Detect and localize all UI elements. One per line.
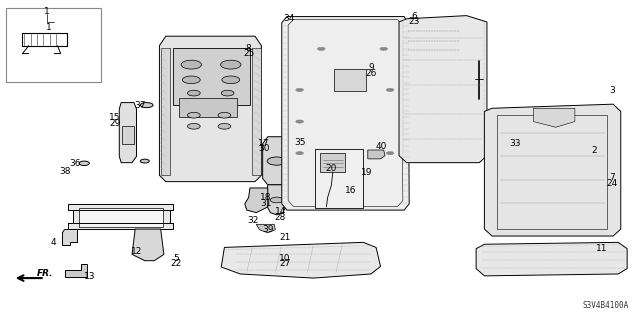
Ellipse shape xyxy=(218,123,231,129)
Ellipse shape xyxy=(270,197,283,203)
Text: 28: 28 xyxy=(275,212,286,222)
Polygon shape xyxy=(68,204,173,229)
Ellipse shape xyxy=(182,76,200,84)
Polygon shape xyxy=(476,242,627,276)
Ellipse shape xyxy=(387,152,394,155)
Polygon shape xyxy=(368,150,385,159)
Text: 11: 11 xyxy=(596,244,607,253)
Ellipse shape xyxy=(218,112,231,118)
Text: 37: 37 xyxy=(134,100,146,110)
Text: 1: 1 xyxy=(45,23,51,32)
Text: 8: 8 xyxy=(246,44,252,53)
Ellipse shape xyxy=(222,76,240,84)
Text: 1: 1 xyxy=(44,7,50,16)
Text: 25: 25 xyxy=(243,49,254,58)
Polygon shape xyxy=(266,185,287,215)
Polygon shape xyxy=(282,17,409,210)
Text: 6: 6 xyxy=(412,12,417,21)
Ellipse shape xyxy=(140,103,153,108)
Text: 12: 12 xyxy=(131,247,143,256)
Text: 31: 31 xyxy=(260,199,271,208)
Ellipse shape xyxy=(387,88,394,92)
Ellipse shape xyxy=(181,60,202,69)
Bar xyxy=(173,48,250,105)
Bar xyxy=(122,126,134,144)
Ellipse shape xyxy=(221,90,234,96)
Text: 4: 4 xyxy=(51,238,56,247)
Bar xyxy=(6,8,100,82)
Bar xyxy=(497,115,607,229)
Text: 20: 20 xyxy=(326,164,337,173)
Polygon shape xyxy=(159,36,261,182)
Ellipse shape xyxy=(296,120,303,123)
Ellipse shape xyxy=(188,123,200,129)
Polygon shape xyxy=(534,108,575,127)
Ellipse shape xyxy=(140,159,149,163)
Text: 39: 39 xyxy=(262,225,273,234)
Ellipse shape xyxy=(296,152,303,155)
Polygon shape xyxy=(221,242,381,278)
Text: 32: 32 xyxy=(248,216,259,225)
Text: 18: 18 xyxy=(260,193,271,202)
Polygon shape xyxy=(401,19,465,62)
Bar xyxy=(79,208,163,226)
Text: 21: 21 xyxy=(279,234,291,242)
Polygon shape xyxy=(399,16,487,163)
Ellipse shape xyxy=(221,60,241,69)
Text: 35: 35 xyxy=(294,137,305,147)
Text: 3: 3 xyxy=(609,86,615,95)
Ellipse shape xyxy=(188,90,200,96)
Ellipse shape xyxy=(512,136,521,139)
Ellipse shape xyxy=(79,161,90,166)
Polygon shape xyxy=(62,229,77,245)
Text: FR.: FR. xyxy=(36,270,53,278)
Bar xyxy=(252,48,261,175)
Ellipse shape xyxy=(296,88,303,92)
Text: 22: 22 xyxy=(170,259,182,268)
Text: 34: 34 xyxy=(284,14,295,23)
Polygon shape xyxy=(497,141,527,152)
Text: 2: 2 xyxy=(591,145,597,154)
Text: 36: 36 xyxy=(69,159,81,168)
Text: 15: 15 xyxy=(109,113,120,122)
Text: 33: 33 xyxy=(509,138,521,148)
Text: 16: 16 xyxy=(345,186,356,195)
Polygon shape xyxy=(132,229,164,261)
Ellipse shape xyxy=(317,47,325,50)
Bar xyxy=(320,153,346,172)
Text: S3V4B4100A: S3V4B4100A xyxy=(583,301,629,310)
Text: 38: 38 xyxy=(60,167,71,176)
Text: 19: 19 xyxy=(361,168,372,177)
Bar xyxy=(179,98,237,117)
Polygon shape xyxy=(119,103,136,163)
Text: 29: 29 xyxy=(109,119,120,128)
Polygon shape xyxy=(256,224,275,233)
Polygon shape xyxy=(484,104,621,236)
Text: 30: 30 xyxy=(258,144,269,153)
Text: 13: 13 xyxy=(84,272,95,281)
Text: 10: 10 xyxy=(279,254,291,263)
Text: 27: 27 xyxy=(279,259,291,268)
Polygon shape xyxy=(245,188,268,213)
Ellipse shape xyxy=(380,47,388,50)
Ellipse shape xyxy=(267,157,286,165)
Text: 5: 5 xyxy=(173,254,179,263)
Ellipse shape xyxy=(188,112,200,118)
Text: 40: 40 xyxy=(376,142,387,151)
Polygon shape xyxy=(262,137,291,185)
Bar xyxy=(315,149,363,208)
Text: 17: 17 xyxy=(258,138,269,148)
Text: 9: 9 xyxy=(368,63,374,72)
Text: 7: 7 xyxy=(609,173,615,182)
Bar xyxy=(334,69,366,91)
Text: 23: 23 xyxy=(408,18,420,26)
Bar xyxy=(161,48,170,175)
Text: 14: 14 xyxy=(275,207,286,216)
Text: 26: 26 xyxy=(365,69,377,78)
Polygon shape xyxy=(65,264,88,277)
Text: 24: 24 xyxy=(606,179,618,188)
